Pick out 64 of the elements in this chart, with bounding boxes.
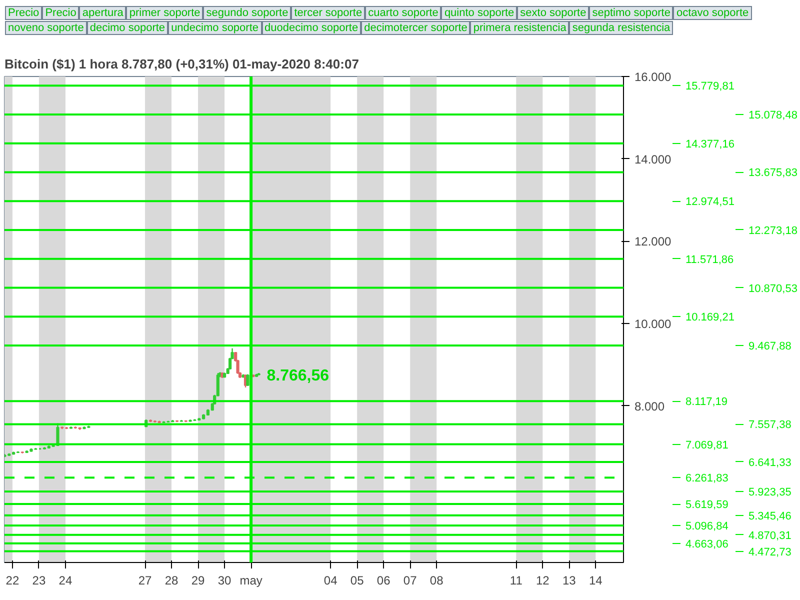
ref-line-label: 6.641,33 xyxy=(748,456,792,469)
ref-line-label: 15.078,48 xyxy=(748,109,798,122)
ref-line-label: 15.779,81 xyxy=(686,80,734,93)
ref-line-label: 11.571,86 xyxy=(686,254,734,266)
x-tick-label: 27 xyxy=(138,574,152,588)
x-tick-label: 29 xyxy=(191,574,206,588)
ref-line-label: 10.169,21 xyxy=(686,312,734,324)
ref-line-label: 9.467,88 xyxy=(748,340,792,353)
ref-line-label: 13.675,83 xyxy=(748,167,798,180)
x-tick-label: 23 xyxy=(32,574,46,588)
text: apertura xyxy=(79,6,126,20)
text: segundo soporte xyxy=(203,6,292,20)
ref-line-label: 7.557,38 xyxy=(748,419,792,432)
ref-line-label: 6.261,83 xyxy=(686,472,728,485)
x-tick-label: may xyxy=(240,574,262,588)
x-tick-label: 30 xyxy=(218,574,232,588)
ref-line-label: 5.923,35 xyxy=(748,486,792,499)
text: quinto soporte xyxy=(441,6,518,20)
text: noveno soporte xyxy=(5,21,87,35)
ref-line-label: 8.117,19 xyxy=(686,396,728,408)
x-tick-label: 28 xyxy=(164,574,179,588)
text: segunda resistencia xyxy=(569,21,674,35)
x-tick-label: 06 xyxy=(376,574,391,588)
y-tick-label: 16.000 xyxy=(634,70,672,84)
text: octavo soporte xyxy=(673,6,752,20)
ref-line-label: 4.870,31 xyxy=(748,530,792,542)
chart-title: Bitcoin ($1) 1 hora 8.787,80 (+0,31%) 01-may-2020 8:40:07 xyxy=(4,56,359,72)
ref-line-label: 12.974,51 xyxy=(686,196,734,208)
y-tick-label: 14.000 xyxy=(634,152,672,166)
ref-line-label: 4.472,73 xyxy=(748,546,792,558)
y-tick-label: 8.000 xyxy=(634,399,665,414)
ref-line-label: 5.619,59 xyxy=(686,499,728,512)
text: tercer soporte xyxy=(291,6,366,20)
text: septimo soporte xyxy=(589,6,674,20)
text: primera resistencia xyxy=(470,21,570,35)
ref-line-label: 5.096,84 xyxy=(686,520,728,533)
x-tick-label: 07 xyxy=(403,574,418,588)
text: primer soporte xyxy=(126,6,204,20)
text: cuarto soporte xyxy=(365,6,442,20)
text: Precio xyxy=(42,6,80,20)
ref-line-label: 7.069,81 xyxy=(686,439,728,452)
text: decimotercer soporte xyxy=(361,21,470,35)
x-tick-label: 05 xyxy=(350,574,364,588)
x-tick-label: 11 xyxy=(510,574,523,588)
x-tick-label: 04 xyxy=(324,574,338,588)
x-tick-label: 22 xyxy=(6,574,20,588)
text: sexto soporte xyxy=(517,6,590,20)
ref-line-label: 10.870,53 xyxy=(748,282,798,295)
y-tick-label: 12.000 xyxy=(634,234,672,249)
ref-line-label: 14.377,16 xyxy=(686,138,734,150)
y-tick-label: 10.000 xyxy=(634,317,672,332)
x-tick-label: 12 xyxy=(536,574,550,588)
x-tick-label: 08 xyxy=(430,574,444,588)
text: duodecimo soporte xyxy=(262,21,362,35)
text: undecimo soporte xyxy=(168,21,262,35)
x-tick-label: 14 xyxy=(588,574,603,588)
x-tick-label: 24 xyxy=(58,574,72,588)
text: Precio xyxy=(5,6,42,20)
ref-line-label: 4.663,06 xyxy=(686,538,728,550)
annotation: 8.766,56 xyxy=(266,367,330,384)
x-tick-label: 13 xyxy=(562,574,576,588)
text: decimo soporte xyxy=(86,21,168,35)
ref-line-label: 5.345,46 xyxy=(748,510,792,522)
ref-line-label: 12.273,18 xyxy=(748,224,798,237)
